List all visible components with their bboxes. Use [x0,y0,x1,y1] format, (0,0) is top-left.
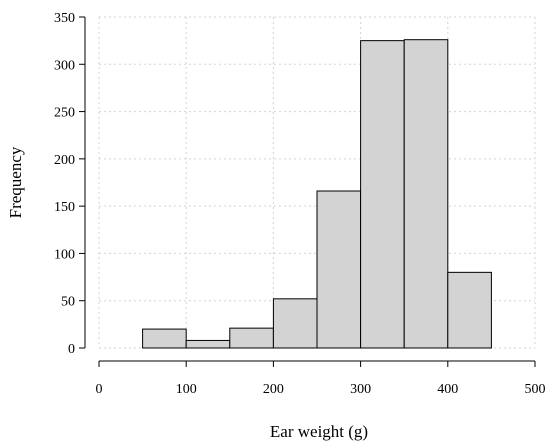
histogram-bar [360,40,405,349]
y-tick-label: 350 [54,11,75,26]
x-tick-label: 200 [263,382,284,397]
x-tick-label: 500 [525,382,546,397]
histogram-bar [185,339,231,349]
y-tick-label: 300 [54,58,75,73]
histogram-bars [142,39,492,349]
x-tick-label: 0 [96,382,103,397]
y-tick-label: 0 [68,342,75,357]
x-axis-title: Ear weight (g) [270,422,368,441]
histogram-bar [316,190,362,349]
y-axis-title: Frequency [6,146,25,218]
y-tick-label: 200 [54,153,75,168]
y-tick-label: 100 [54,247,75,262]
x-tick-label: 300 [350,382,371,397]
x-tick-label: 100 [176,382,197,397]
y-tick-label: 250 [54,106,75,121]
histogram-bar [272,298,318,349]
y-axis: 0 50 100 150 200 250 300 350 [54,11,86,357]
y-tick-label: 50 [61,295,75,310]
x-axis: 0 100 200 300 400 500 [96,360,546,397]
histogram-bar [403,39,449,349]
histogram-bar [142,328,187,349]
y-tick-label: 150 [54,200,75,215]
x-tick-label: 400 [437,382,458,397]
histogram-bar [447,271,492,349]
histogram-bar [229,327,274,349]
